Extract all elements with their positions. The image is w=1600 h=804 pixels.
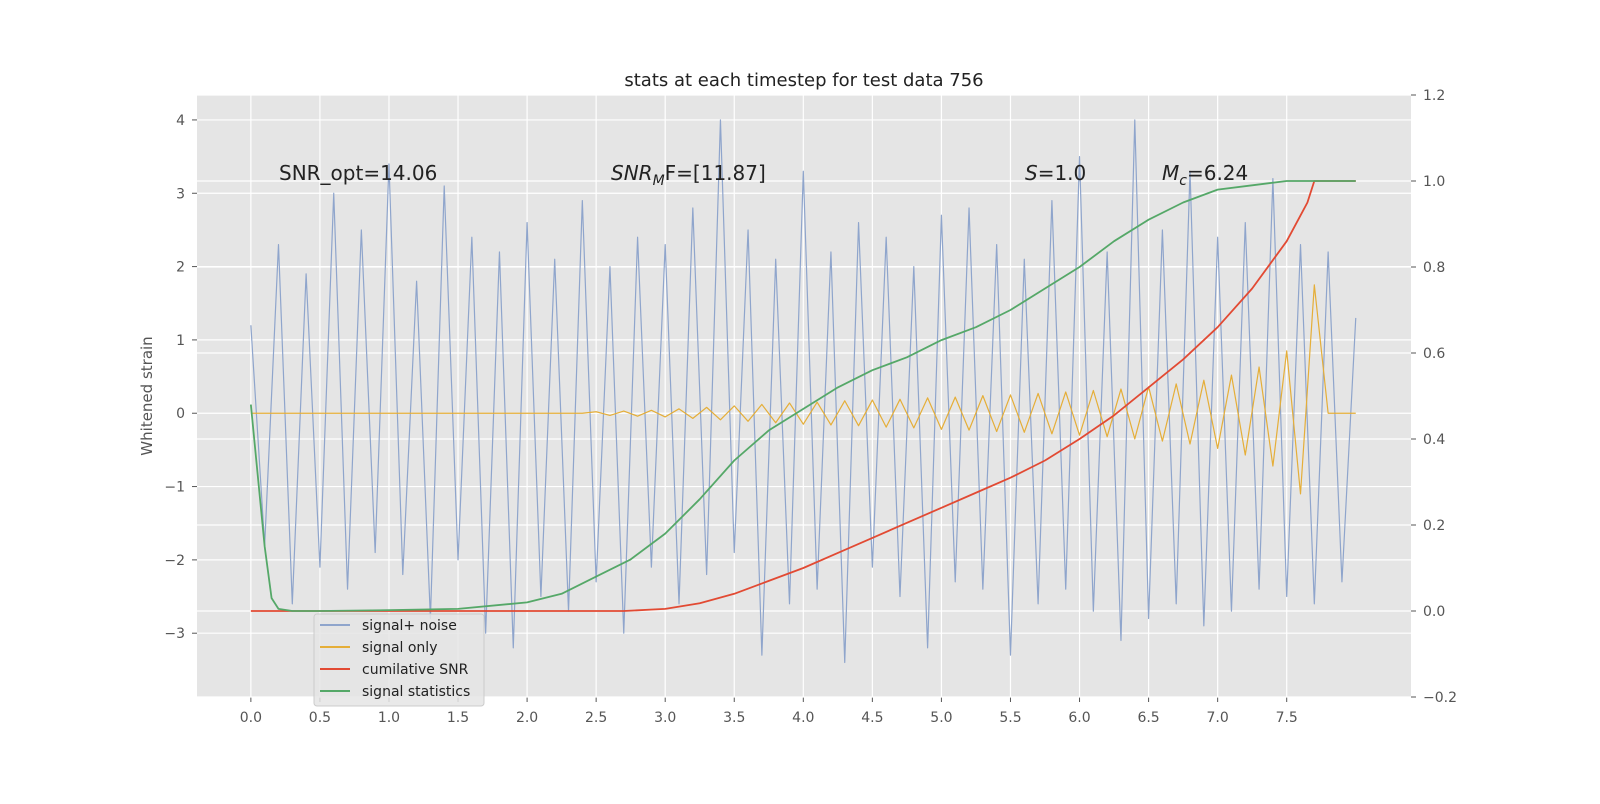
x-tick-label: 0.0 [240, 710, 262, 726]
y-tick-label: 2 [176, 260, 185, 276]
annotation-text: SNR [611, 161, 653, 185]
x-tick-label: 4.5 [861, 710, 883, 726]
annotation-sub: c [1179, 173, 1187, 189]
x-tick-label: 7.5 [1276, 710, 1298, 726]
series-line [250, 284, 1356, 495]
y2-tick-label: 0.4 [1423, 432, 1445, 448]
y2-tick-label: 0.0 [1423, 604, 1445, 620]
annotation: SNR_opt=14.06 [279, 161, 437, 185]
y2-tick-label: 0.8 [1423, 260, 1445, 276]
x-tick-label: 2.5 [585, 710, 607, 726]
annotation-text: M [1162, 161, 1179, 185]
series-line [250, 180, 1356, 612]
annotation-after: =1.0 [1038, 161, 1087, 185]
y-tick-label: 4 [176, 113, 185, 129]
series-line [250, 119, 1357, 664]
legend-label: signal+ noise [362, 618, 457, 634]
x-tick-label: 1.0 [378, 710, 400, 726]
x-tick-label: 4.0 [792, 710, 814, 726]
annotation: Mc=6.24 [1162, 161, 1248, 189]
y-axis-label: Whitened strain [138, 336, 156, 455]
y-tick-label: −3 [164, 626, 185, 642]
legend-box [313, 613, 485, 707]
x-tick-label: 7.0 [1207, 710, 1229, 726]
x-tick-label: 0.5 [309, 710, 331, 726]
annotation-after: =6.24 [1187, 161, 1248, 185]
legend-label: cumilative SNR [362, 662, 469, 678]
annotation-after: F=[11.87] [665, 161, 766, 185]
annotation: SNRMF=[11.87] [611, 161, 766, 189]
x-tick-label: 6.0 [1068, 710, 1090, 726]
y-tick-label: 1 [176, 333, 185, 349]
annotation-text: S [1025, 161, 1038, 185]
legend-label: signal only [362, 640, 437, 656]
x-tick-label: 2.0 [516, 710, 538, 726]
y2-tick-label: 0.6 [1423, 346, 1445, 362]
y2-tick-label: −0.2 [1423, 690, 1457, 706]
legend-label: signal statistics [362, 684, 470, 700]
series-line [249, 180, 1356, 612]
y-tick-label: 3 [176, 186, 185, 202]
x-tick-label: 3.5 [723, 710, 745, 726]
y-tick-label: 0 [176, 406, 185, 422]
y2-tick-label: 1.0 [1423, 174, 1445, 190]
y2-tick-label: 1.2 [1423, 88, 1445, 104]
x-tick-label: 5.5 [999, 710, 1021, 726]
chart-title: stats at each timestep for test data 756 [624, 70, 983, 91]
x-tick-label: 5.0 [930, 710, 952, 726]
x-tick-label: 3.0 [654, 710, 676, 726]
y-tick-label: −1 [164, 480, 185, 496]
x-tick-label: 1.5 [447, 710, 469, 726]
annotation-text: SNR_opt=14.06 [279, 161, 437, 185]
y-tick-label: −2 [164, 553, 185, 569]
y2-tick-label: 0.2 [1423, 518, 1445, 534]
annotation: S=1.0 [1025, 161, 1086, 185]
annotation-sub: M [653, 173, 665, 189]
x-tick-label: 6.5 [1137, 710, 1159, 726]
